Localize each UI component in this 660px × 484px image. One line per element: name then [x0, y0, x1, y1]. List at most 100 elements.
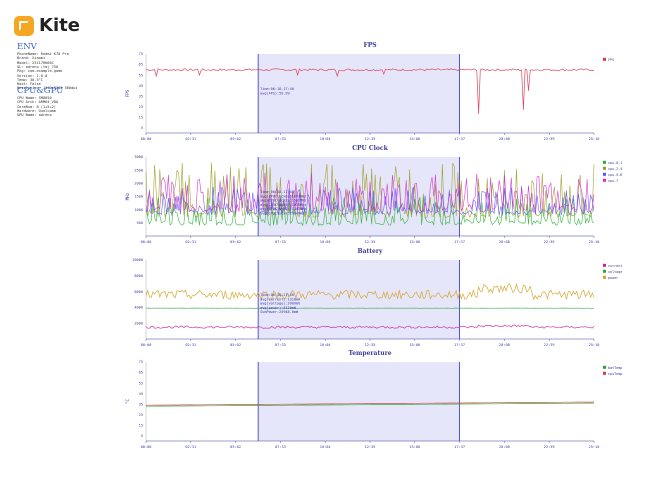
x-tick-label: 12:35 [365, 240, 376, 244]
chart-title: Battery [358, 248, 383, 255]
legend-label: power [608, 276, 618, 280]
legend-swatch [603, 263, 606, 267]
x-tick-label: 10:04 [320, 137, 331, 141]
legend-label: cpuTemp [608, 372, 622, 376]
x-tick-label: 22:39 [544, 240, 555, 244]
legend-swatch [603, 57, 606, 61]
tooltip-line: Time:06:18-17:40 [260, 190, 294, 194]
y-tick-label: 15 [139, 423, 143, 427]
y-tick-label: 8000 [134, 274, 143, 278]
tooltip-line: avg(CPUClock5):1329MHz [260, 203, 306, 207]
cpugpu-info-line: GPU Name: adreno [17, 113, 52, 118]
series-line-cpu-7 [145, 172, 595, 213]
legend-swatch [603, 166, 606, 170]
y-tick-label: 10000 [132, 258, 143, 262]
env-info-line: Resolution: 1440x3200 560dpi [17, 86, 78, 91]
x-tick-label: 00:00 [141, 343, 152, 347]
y-tick-label: 1500 [134, 195, 143, 199]
y-axis-label: MHz [125, 192, 130, 200]
tooltip-line: Time:06:18-17:40 [260, 293, 294, 297]
legend-label: cpu-2-4 [608, 167, 622, 171]
legend-label: FPS [608, 58, 614, 62]
x-tick-label: 15:06 [409, 137, 420, 141]
env-info-line: Root: False [17, 82, 41, 87]
legend-label: cpu-5-6 [608, 173, 622, 177]
chart-title: CPU Clock [352, 145, 388, 152]
cpugpu-info-line: CoreNum: 8 (1+5+2) [17, 104, 56, 109]
tooltip-line: avg(FPS):59.99 [260, 91, 290, 95]
legend-swatch [603, 178, 606, 182]
y-tick-label: 2000 [134, 321, 143, 325]
env-title: ENV [17, 42, 37, 52]
series-line-cpu-5-6 [145, 186, 595, 216]
y-tick-label: 45 [139, 84, 143, 88]
tooltip-line: avg(power):5120mW [260, 306, 297, 310]
series-line-FPS [145, 68, 595, 115]
x-tick-label: 22:39 [544, 445, 555, 449]
y-tick-label: 3000 [134, 155, 143, 159]
chart-title: FPS [363, 42, 376, 49]
y-axis-label: °C [125, 399, 130, 405]
app-name: Kite [39, 15, 80, 36]
y-tick-label: 4000 [134, 306, 143, 310]
tooltip-line: avg(CPUClock7):1483MHz [260, 207, 306, 211]
x-tick-label: 05:02 [230, 343, 241, 347]
x-tick-label: 17:37 [454, 445, 465, 449]
env-info-line: GL: adreno (tm) 750 [17, 64, 59, 69]
x-tick-label: 20:08 [499, 343, 510, 347]
series-line-power [145, 282, 595, 301]
series-line-batTemp [146, 402, 594, 407]
x-tick-label: 15:06 [409, 445, 420, 449]
selection-region [258, 54, 460, 133]
env-info-line: Model: 23117RK66C [17, 60, 54, 65]
legend-swatch [603, 160, 606, 164]
x-tick-label: 25:10 [589, 137, 600, 141]
chart-cpu-clock: CPU Clock 3000 2500 2000 1500 1000 500 MHz 00:00… [125, 145, 622, 244]
x-tick-label: 15:06 [409, 343, 420, 347]
chart-temperature: Temperature 75 65 55 45 35 25 15 5 °C 00:00 02:31 05… [125, 350, 622, 449]
env-info-line: Brand: Xiaomi [17, 56, 46, 61]
env-info-line: Version: 1.0.0 [17, 73, 48, 78]
tooltip-line: avg(CPUClock0):1081MHz [260, 194, 306, 198]
x-tick-label: 17:37 [454, 137, 465, 141]
chart-fps: FPS 75 65 55 45 35 25 15 5 FPS 00:00 02:31 05:02 07:3… [125, 42, 614, 141]
legend-swatch [603, 365, 606, 369]
tooltip-line: avg(CPUClock2):1565MHz [260, 199, 306, 203]
tooltip-line: avg(voltage):3909mV [260, 302, 301, 306]
legend-swatch [603, 172, 606, 176]
y-tick-label: 55 [139, 73, 143, 77]
x-tick-label: 20:08 [499, 240, 510, 244]
x-tick-label: 07:33 [275, 445, 286, 449]
x-tick-label: 10:04 [320, 240, 331, 244]
y-tick-label: 65 [139, 371, 143, 375]
chart-battery: Battery 10000 8000 6000 4000 2000 00:00 02:31 05… [132, 248, 622, 347]
legend-swatch [603, 269, 606, 273]
x-tick-label: 17:37 [454, 240, 465, 244]
selection-region [258, 362, 460, 441]
x-tick-label: 20:08 [499, 445, 510, 449]
y-tick-label: 35 [139, 94, 143, 98]
x-tick-label: 22:39 [544, 343, 555, 347]
x-tick-label: 15:06 [409, 240, 420, 244]
x-tick-label: 25:10 [589, 445, 600, 449]
series-line-cpu-2-4 [145, 162, 595, 219]
y-tick-label: 65 [139, 63, 143, 67]
chart-title: Temperature [348, 350, 391, 357]
x-tick-label: 20:08 [499, 137, 510, 141]
y-tick-label: 25 [139, 413, 143, 417]
y-tick-label: 75 [139, 360, 143, 364]
x-tick-label: 17:37 [454, 343, 465, 347]
y-tick-label: 35 [139, 402, 143, 406]
x-tick-label: 22:39 [544, 137, 555, 141]
x-tick-label: 02:31 [185, 445, 196, 449]
y-tick-label: 5 [141, 434, 143, 438]
cpugpu-info-line: Hardware: Qualcomm [17, 108, 56, 113]
y-tick-label: 45 [139, 392, 143, 396]
env-info-line: Pkg: com.example.game [17, 69, 63, 74]
y-tick-label: 75 [139, 52, 143, 56]
x-tick-label: 05:02 [230, 240, 241, 244]
x-tick-label: 12:35 [365, 343, 376, 347]
tooltip-line: avg(CPUClock):1364MHz [260, 212, 304, 216]
legend-label: voltage [608, 270, 622, 274]
